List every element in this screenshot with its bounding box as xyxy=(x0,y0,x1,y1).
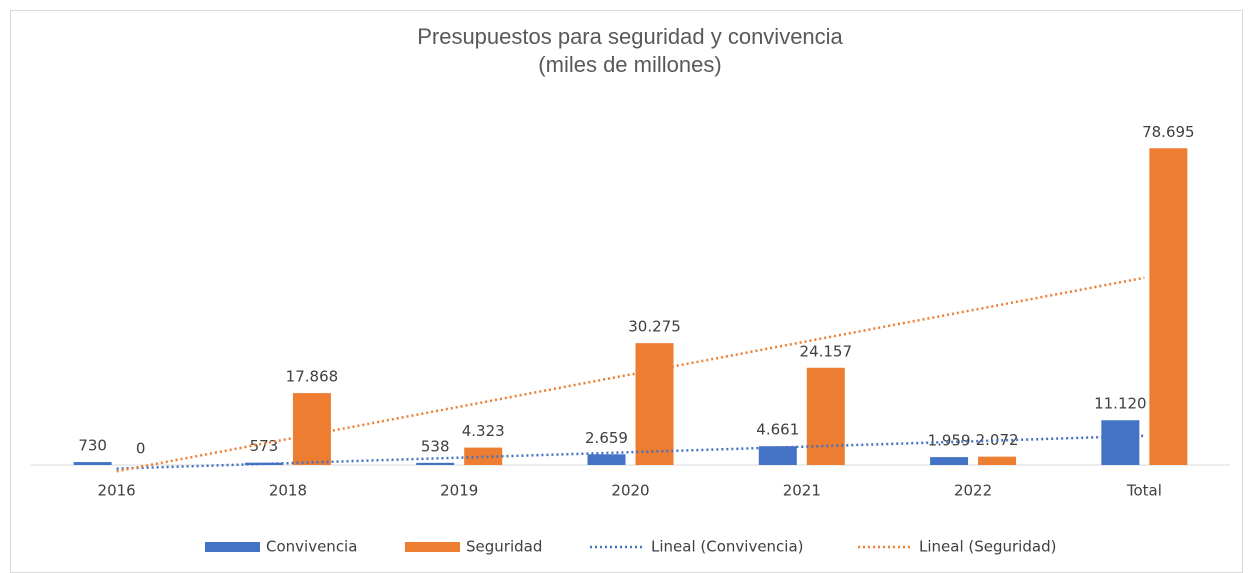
legend-label: Lineal (Convivencia) xyxy=(651,538,804,556)
legend-label: Convivencia xyxy=(266,538,357,556)
x-tick-label: 2016 xyxy=(98,482,136,500)
bar xyxy=(806,367,845,465)
bar xyxy=(930,457,969,465)
data-label: 24.157 xyxy=(800,342,853,360)
trend-line xyxy=(116,276,1145,473)
legend-swatch xyxy=(205,542,260,552)
x-tick-label: 2022 xyxy=(954,482,992,500)
x-tick-label: 2021 xyxy=(783,482,821,500)
chart-subtitle: (miles de millones) xyxy=(538,52,721,77)
bar xyxy=(635,343,674,465)
bar xyxy=(978,456,1017,465)
chart-border xyxy=(10,10,1243,573)
data-label: 1.959 xyxy=(928,432,971,450)
bar xyxy=(292,393,331,465)
bar xyxy=(1149,148,1188,465)
data-label: 538 xyxy=(421,437,450,455)
bar xyxy=(1101,420,1140,465)
data-label: 2.659 xyxy=(585,429,628,447)
legend-label: Lineal (Seguridad) xyxy=(919,538,1056,556)
legend-label: Seguridad xyxy=(466,538,542,556)
data-label: 11.120 xyxy=(1094,395,1147,413)
trend-line xyxy=(116,434,1145,470)
x-tick-label: Total xyxy=(1126,482,1162,500)
x-tick-label: 2019 xyxy=(440,482,478,500)
data-label: 17.868 xyxy=(286,368,339,386)
data-label: 730 xyxy=(78,437,107,455)
data-label: 4.323 xyxy=(462,422,505,440)
legend-swatch xyxy=(405,542,460,552)
x-tick-label: 2018 xyxy=(269,482,307,500)
bar xyxy=(416,462,455,465)
data-label: 78.695 xyxy=(1142,123,1195,141)
data-label: 573 xyxy=(250,437,279,455)
data-label: 4.661 xyxy=(756,421,799,439)
bar xyxy=(244,462,283,465)
x-tick-label: 2020 xyxy=(611,482,649,500)
bar xyxy=(587,454,626,465)
chart-title: Presupuestos para seguridad y convivenci… xyxy=(417,24,843,49)
bar xyxy=(73,462,112,465)
data-label: 30.275 xyxy=(628,318,681,336)
bar xyxy=(758,446,797,465)
data-label: 0 xyxy=(136,440,146,458)
